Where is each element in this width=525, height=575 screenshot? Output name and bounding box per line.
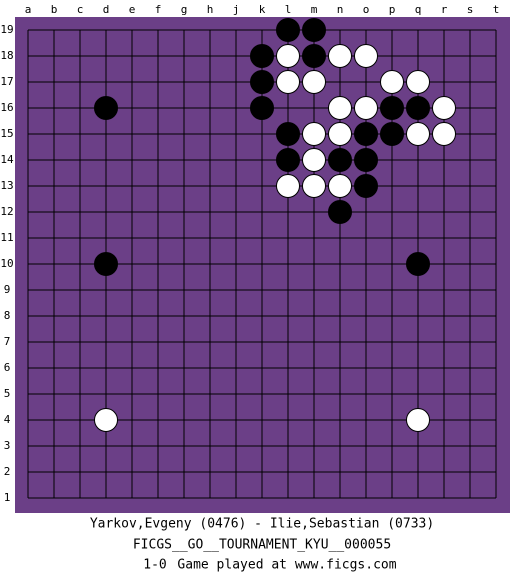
white-stone [328,44,352,68]
white-stone [432,122,456,146]
column-label: k [259,3,266,16]
row-label: 18 [0,49,13,62]
black-stone [94,252,118,276]
column-label: b [51,3,58,16]
column-label: h [207,3,214,16]
column-label: n [337,3,344,16]
white-stone [276,44,300,68]
column-label: l [285,3,292,16]
white-stone [302,148,326,172]
row-label: 13 [0,179,13,192]
black-stone [276,148,300,172]
black-stone [354,122,378,146]
row-label: 1 [4,491,11,504]
white-stone [328,122,352,146]
black-stone [276,122,300,146]
row-label: 19 [0,23,13,36]
white-stone [328,174,352,198]
row-label: 10 [0,257,13,270]
white-stone [302,122,326,146]
black-stone [250,96,274,120]
row-label: 9 [4,283,11,296]
black-stone [302,18,326,42]
row-label: 11 [0,231,13,244]
black-stone [328,200,352,224]
row-label: 17 [0,75,13,88]
event: FICGS__GO__TOURNAMENT_KYU__000055 [133,538,391,553]
white-stone [302,70,326,94]
column-label: d [103,3,110,16]
black-stone [302,44,326,68]
white-stone [406,70,430,94]
white-stone [406,122,430,146]
black-stone [250,44,274,68]
white-stone [276,70,300,94]
column-label: r [441,3,448,16]
column-label: t [493,3,500,16]
column-label: j [233,3,240,16]
row-label: 6 [4,361,11,374]
white-stone [302,174,326,198]
column-label: m [311,3,318,16]
column-label: g [181,3,188,16]
row-label: 8 [4,309,11,322]
row-label: 5 [4,387,11,400]
column-label: p [389,3,396,16]
row-label: 4 [4,413,11,426]
white-stone [354,44,378,68]
black-stone [94,96,118,120]
white-stone [432,96,456,120]
result: 1-0 [143,558,166,573]
white-stone [354,96,378,120]
column-label: o [363,3,370,16]
black-stone [250,70,274,94]
white-stone [406,408,430,432]
row-label: 2 [4,465,11,478]
black-stone [328,148,352,172]
black-stone [406,252,430,276]
white-stone [328,96,352,120]
row-label: 14 [0,153,14,166]
white-stone [380,70,404,94]
white-stone [276,174,300,198]
site: Game played at www.ficgs.com [177,558,396,573]
row-label: 15 [0,127,13,140]
column-label: c [77,3,84,16]
players: Yarkov,Evgeny (0476) - Ilie,Sebastian (0… [90,517,434,532]
black-stone [380,122,404,146]
column-label: a [25,3,32,16]
column-label: e [129,3,136,16]
column-label: f [155,3,162,16]
black-stone [380,96,404,120]
column-label: q [415,3,422,16]
row-label: 3 [4,439,11,452]
column-label: s [467,3,474,16]
white-stone [94,408,118,432]
black-stone [406,96,430,120]
black-stone [354,174,378,198]
row-label: 16 [0,101,13,114]
row-label: 12 [0,205,13,218]
black-stone [354,148,378,172]
black-stone [276,18,300,42]
row-label: 7 [4,335,11,348]
